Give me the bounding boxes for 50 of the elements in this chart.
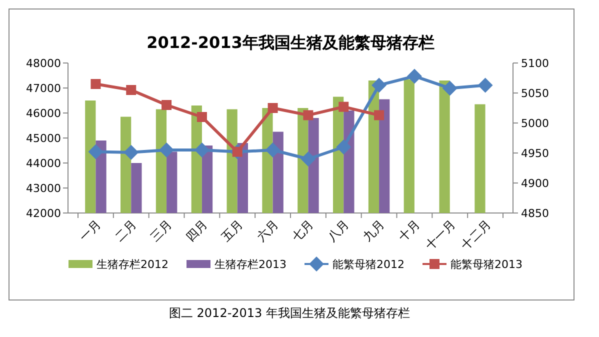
- point: [336, 140, 352, 154]
- point: [303, 110, 314, 120]
- point: [268, 103, 278, 113]
- x-tick-label: 十一月: [422, 217, 458, 253]
- point: [126, 85, 136, 95]
- point: [478, 78, 493, 93]
- x-tick-label: 三月: [148, 217, 175, 244]
- y-tick-label: 44000: [26, 157, 61, 170]
- x-tick-label: 九月: [360, 217, 388, 244]
- point: [300, 152, 316, 166]
- point: [159, 142, 174, 158]
- point: [196, 112, 207, 122]
- x-tick-label: 十月: [396, 217, 423, 244]
- legend-label: 能繁母猪2012: [332, 258, 404, 271]
- legend-label: 生猪存栏2012: [96, 258, 168, 271]
- point: [194, 142, 210, 158]
- x-tick-label: 一月: [76, 217, 104, 244]
- point: [406, 68, 422, 84]
- y-tick-label: 47000: [26, 82, 61, 95]
- point: [338, 102, 349, 112]
- y2-tick-label: 5100: [521, 57, 549, 70]
- y-tick-label: 48000: [26, 57, 61, 70]
- point: [372, 78, 387, 93]
- legend-label: 生猪存栏2013: [214, 258, 286, 271]
- y-tick-label: 43000: [26, 182, 61, 195]
- x-tick-label: 七月: [289, 217, 316, 244]
- x-tick-label: 五月: [218, 217, 246, 244]
- point: [374, 110, 384, 120]
- y-tick-label: 42000: [26, 207, 61, 220]
- y2-tick-label: 4850: [521, 207, 549, 220]
- text: 图二 2012-2013 年我国生猪及能繁母猪存栏: [168, 306, 410, 320]
- x-tick-label: 八月: [324, 217, 352, 244]
- point: [124, 144, 139, 160]
- x-tick-label: 二月: [112, 217, 140, 244]
- x-tick-label: 十二月: [458, 217, 494, 253]
- point: [90, 79, 101, 89]
- chart-title: 2012-2013年我国生猪及能繁母猪存栏: [146, 33, 434, 52]
- point: [162, 100, 172, 110]
- legend-label: 能繁母猪2013: [450, 258, 522, 271]
- y2-tick-label: 4950: [521, 147, 549, 160]
- y2-tick-label: 4900: [521, 177, 549, 190]
- y-tick-label: 46000: [26, 107, 61, 120]
- y2-tick-label: 5000: [521, 117, 549, 130]
- point: [442, 80, 458, 96]
- x-tick-label: 四月: [183, 217, 210, 244]
- y2-tick-label: 5050: [521, 87, 549, 100]
- x-tick-label: 六月: [254, 217, 281, 244]
- point: [265, 142, 280, 158]
- point: [88, 144, 104, 160]
- y-tick-label: 45000: [26, 132, 61, 145]
